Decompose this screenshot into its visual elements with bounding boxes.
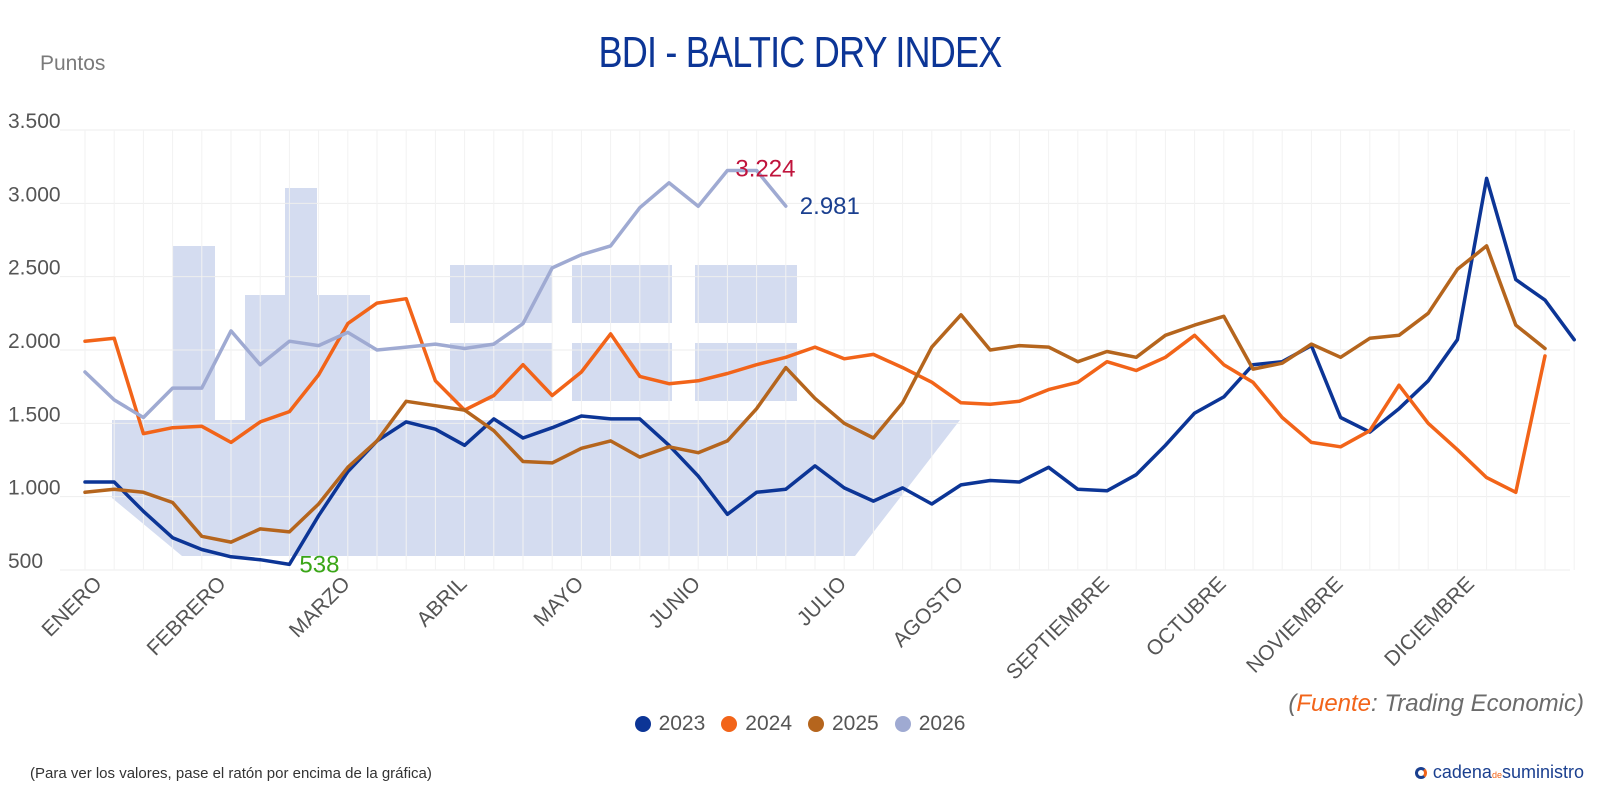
- brand-logo[interactable]: cadenadesuministro: [1414, 762, 1584, 783]
- hover-note: (Para ver los valores, pase el ratón por…: [30, 765, 432, 782]
- legend-marker-icon: [721, 716, 738, 732]
- legend-marker-icon: [634, 716, 651, 732]
- x-tick-label: OCTUBRE: [1142, 572, 1231, 661]
- legend-item-2026[interactable]: 2026: [894, 712, 966, 736]
- legend-item-2024[interactable]: 2024: [721, 712, 792, 736]
- y-tick-label: 2.000: [8, 330, 61, 353]
- source-rest: : Trading Economic): [1371, 690, 1584, 717]
- series-line-2026[interactable]: [83, 168, 788, 420]
- annotation-min-2023: 538: [299, 551, 339, 578]
- x-tick-label: AGOSTO: [888, 572, 968, 652]
- brand-name-sub: de: [1491, 770, 1502, 780]
- legend-item-2025[interactable]: 2025: [808, 712, 879, 736]
- y-tick-label: 1.500: [8, 403, 61, 426]
- y-tick-label: 3.500: [8, 110, 61, 133]
- x-tick-label: DICIEMBRE: [1380, 572, 1479, 671]
- x-tick-label: JULIO: [793, 572, 851, 630]
- brand-logo-icon: [1414, 766, 1427, 779]
- x-tick-label: ABRIL: [412, 572, 471, 631]
- brand-name-part2: suministro: [1501, 762, 1584, 782]
- x-tick-label: ENERO: [37, 572, 106, 641]
- brand-name-part1: cadena: [1432, 762, 1492, 782]
- source-prefix: (: [1288, 690, 1297, 717]
- legend-item-2023[interactable]: 2023: [634, 712, 706, 736]
- x-tick-label: MARZO: [285, 572, 355, 642]
- y-tick-label: 500: [8, 550, 43, 573]
- y-axis-label: Puntos: [40, 52, 106, 75]
- ship-watermark: [112, 188, 960, 556]
- legend: 2023 2024 2025 2026: [0, 712, 1600, 736]
- x-tick-label: FEBRERO: [143, 572, 231, 660]
- series-line-2023[interactable]: [83, 176, 1576, 567]
- legend-marker-icon: [808, 716, 824, 732]
- x-tick-label: MAYO: [529, 572, 588, 631]
- x-tick-label: NOVIEMBRE: [1242, 572, 1347, 677]
- legend-marker-icon: [894, 716, 911, 732]
- source-key: Fuente: [1296, 690, 1372, 717]
- legend-label: 2024: [745, 712, 792, 735]
- legend-label: 2023: [658, 712, 706, 735]
- x-tick-label: SEPTIEMBRE: [1002, 572, 1114, 684]
- series-line-2024[interactable]: [83, 296, 1547, 495]
- y-tick-label: 2.500: [8, 257, 61, 280]
- legend-label: 2025: [832, 712, 879, 735]
- y-tick-label: 1.000: [8, 477, 61, 500]
- y-tick-label: 3.000: [8, 183, 61, 206]
- series-line-2025[interactable]: [83, 244, 1547, 544]
- x-tick-label: JUNIO: [644, 572, 705, 633]
- annotation-max-2026: 3.224: [735, 155, 795, 182]
- legend-label: 2026: [918, 712, 966, 735]
- source-credit: (Fuente: Trading Economic): [1288, 690, 1584, 718]
- chart-title: BDI - BALTIC DRY INDEX: [598, 28, 1002, 77]
- annotation-last-2026: 2.981: [800, 193, 860, 220]
